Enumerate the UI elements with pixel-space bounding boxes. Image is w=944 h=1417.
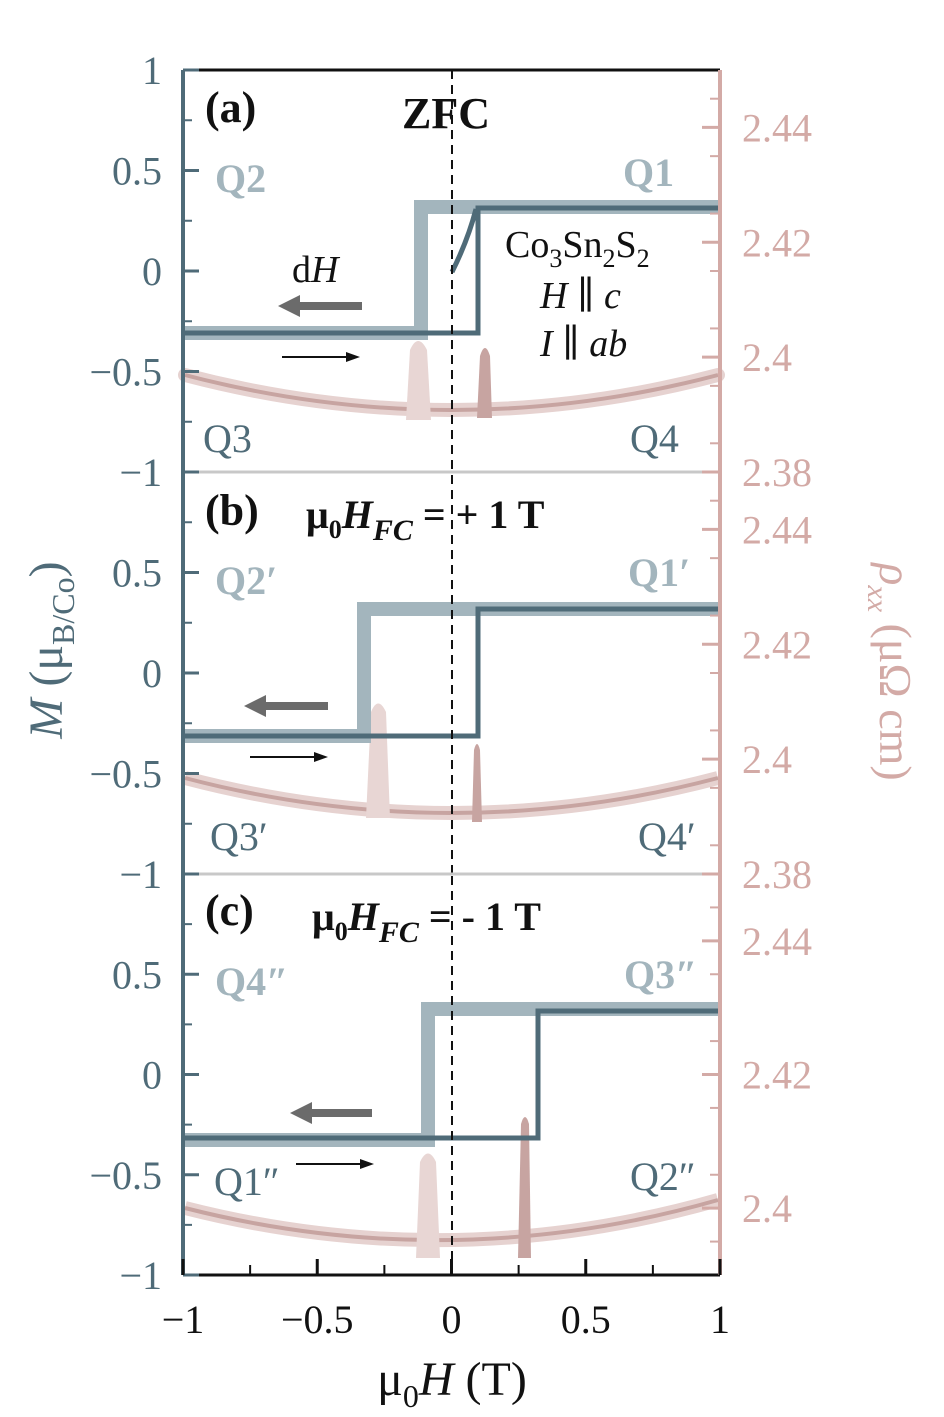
current-orientation: I ∥ ab	[539, 323, 627, 365]
right-tick-label: 2.42	[742, 1053, 812, 1098]
panel-b-q-top-left: Q2′	[215, 558, 277, 603]
panel-a-sweep-down-arrow-head	[278, 295, 300, 317]
panel-b-rho-peak-light	[366, 703, 390, 818]
left-axis-ticks: 10.50−0.5−110.50−0.5−110.50−0.5−1	[89, 48, 199, 1298]
panel-a-q-bottom-right: Q4	[630, 416, 679, 461]
left-tick-label: 0.5	[112, 149, 162, 194]
left-tick-label: 1	[142, 852, 162, 897]
left-tick-label: 1	[142, 48, 162, 93]
panel-c-q-bottom-right: Q2″	[630, 1154, 696, 1199]
left-tick-label: 0	[142, 249, 162, 294]
right-axis-ticks: 2.44 2.42 2.4 2.38 2.44 2.42 2.4 2.38 2.44 2.42 2.…	[702, 97, 812, 1243]
panel-c-m-up-sweep	[185, 1008, 718, 1141]
panel-a-rho-peak	[477, 348, 492, 418]
panel-a-q-top-left: Q2	[215, 156, 266, 201]
right-tick-label: 2.44	[742, 919, 812, 964]
panel-c-q-top-left: Q4″	[215, 959, 288, 1004]
bottom-tick-label: 0	[442, 1297, 462, 1342]
panel-b-q-bottom-left: Q3′	[210, 814, 268, 859]
right-tick-label: 2.4	[742, 737, 792, 782]
x-axis-label: μ0H (T)	[377, 1353, 527, 1414]
bottom-tick-label: 0.5	[561, 1297, 611, 1342]
panel-c: (c) μ0HFC = - 1 T Q4″ Q3″ Q1″ Q2″	[183, 876, 720, 1272]
bottom-tick-label: −1	[162, 1297, 205, 1342]
right-tick-label: 2.4	[742, 335, 792, 380]
right-tick-label: 2.4	[742, 1186, 792, 1231]
panel-a-m-up-sweep	[185, 205, 718, 336]
panel-b-q-bottom-right: Q4′	[638, 814, 696, 859]
left-tick-label: 1	[142, 450, 162, 495]
left-tick-label: −1	[119, 450, 162, 495]
panel-c-rho-peak	[518, 1117, 531, 1258]
panel-a-q-top-right: Q1	[623, 150, 674, 195]
field-orientation: H ∥ c	[539, 275, 621, 317]
panel-a-m-initial-curve	[449, 208, 479, 274]
panel-c-sweep-up-arrow-head	[360, 1159, 374, 1169]
panel-a-sweep-up-arrow-head	[346, 352, 360, 362]
panel-c-condition: μ0HFC = - 1 T	[312, 894, 541, 949]
left-tick-label: −0.5	[89, 350, 162, 395]
panel-b-rho-peak	[472, 744, 482, 822]
left-tick-label: −0.5	[89, 1153, 162, 1198]
panel-c-rho-peak-light	[416, 1153, 440, 1258]
right-tick-label: 2.38	[742, 450, 812, 495]
bottom-axis-ticks: −1 −0.5 0 0.5 1	[162, 1259, 730, 1342]
sample-formula: Co3Sn2S2	[505, 224, 650, 273]
panel-b-condition: μ0HFC = + 1 T	[306, 492, 545, 547]
right-tick-label: 2.42	[742, 220, 812, 265]
panel-c-sweep-down-arrow-head	[290, 1102, 312, 1124]
panel-b-q-top-right: Q1′	[628, 550, 690, 595]
left-tick-label: 0	[142, 1053, 162, 1098]
panel-a-rho-curve	[184, 373, 719, 412]
panel-a-condition: ZFC	[402, 89, 490, 138]
y-axis-left-label: M (μB/Co)	[20, 561, 81, 739]
panel-a-label: (a)	[205, 83, 256, 132]
panel-a-sweep-label: dH	[292, 249, 341, 291]
panel-c-q-bottom-left: Q1″	[214, 1159, 280, 1204]
right-tick-label: 2.42	[742, 622, 812, 667]
panel-c-label: (c)	[205, 886, 254, 935]
bottom-tick-label: −0.5	[281, 1297, 354, 1342]
panel-c-q-top-right: Q3″	[624, 952, 697, 997]
y-axis-right-label: ρxx (μΩ cm)	[861, 561, 921, 780]
left-tick-label: 0.5	[112, 551, 162, 596]
panel-b: (b) μ0HFC = + 1 T Q2′ Q1′ Q3′ Q4′	[183, 475, 720, 874]
right-tick-label: 2.44	[742, 105, 812, 150]
left-tick-label: −0.5	[89, 752, 162, 797]
bottom-tick-label: 1	[710, 1297, 730, 1342]
left-tick-label: 0	[142, 651, 162, 696]
left-tick-label: 0.5	[112, 952, 162, 997]
panel-b-sweep-up-arrow-head	[314, 752, 328, 762]
left-tick-label: −1	[119, 852, 162, 897]
panel-a-q-bottom-left: Q3	[203, 416, 252, 461]
panel-b-sweep-down-arrow-head	[244, 695, 266, 717]
panel-b-label: (b)	[205, 486, 259, 535]
right-tick-label: 2.38	[742, 852, 812, 897]
panel-a: (a) ZFC Q2 Q1 Q3 Q4 dH Co3Sn2S2 H ∥ c I …	[178, 70, 725, 472]
panel-a-rho-peak-light	[406, 341, 431, 420]
panel-b-m-up-sweep	[185, 606, 718, 739]
left-tick-label: −1	[119, 1253, 162, 1298]
right-tick-label: 2.44	[742, 507, 812, 552]
